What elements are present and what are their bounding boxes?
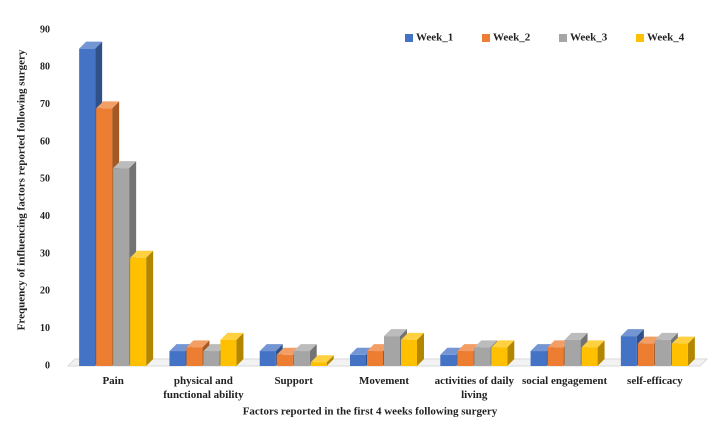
y-tick-label: 50 bbox=[40, 174, 50, 185]
y-tick-label: 70 bbox=[40, 99, 50, 110]
bar-front bbox=[310, 362, 327, 366]
bar-top bbox=[654, 332, 678, 340]
y-tick-label: 90 bbox=[40, 24, 50, 35]
bar-top bbox=[79, 41, 103, 49]
bar bbox=[130, 250, 154, 366]
bar-front bbox=[384, 336, 400, 366]
y-tick-label: 80 bbox=[40, 62, 50, 73]
bar-top bbox=[220, 332, 244, 340]
bar-top bbox=[671, 336, 695, 344]
x-tick-label: activities of daily living bbox=[434, 375, 514, 401]
y-axis-title: Frequency of influencing factors reporte… bbox=[16, 49, 28, 330]
bar-top bbox=[491, 340, 515, 348]
bar-front bbox=[276, 354, 293, 366]
bar-side bbox=[597, 340, 605, 366]
bar-front bbox=[637, 343, 654, 366]
bar-front bbox=[620, 336, 637, 366]
bar-front bbox=[457, 351, 474, 366]
bar-top bbox=[259, 344, 283, 352]
bar-side bbox=[687, 336, 695, 366]
bar-front bbox=[581, 347, 598, 366]
legend-swatch bbox=[636, 34, 644, 42]
bar-top bbox=[96, 101, 120, 109]
bar-front bbox=[547, 347, 564, 366]
bar-side bbox=[417, 332, 424, 366]
bar-front bbox=[130, 257, 147, 366]
x-tick-label: Pain bbox=[102, 375, 124, 387]
bar-top bbox=[474, 340, 498, 348]
bar-front bbox=[671, 343, 688, 366]
legend-label: Week_2 bbox=[493, 32, 531, 44]
bar-front bbox=[259, 351, 276, 366]
legend-label: Week_3 bbox=[570, 32, 608, 44]
legend-label: Week_4 bbox=[647, 32, 685, 44]
bar-front bbox=[491, 347, 508, 366]
bar-front bbox=[367, 351, 383, 366]
bar-front bbox=[350, 354, 366, 366]
bar-front bbox=[169, 351, 186, 366]
bar bbox=[293, 344, 317, 366]
bar-front bbox=[186, 347, 203, 366]
y-tick-label: 0 bbox=[45, 360, 50, 371]
bar-top bbox=[581, 340, 605, 348]
legend-swatch bbox=[405, 34, 413, 42]
bar-front bbox=[474, 347, 491, 366]
bar-front bbox=[220, 339, 237, 366]
bar-side bbox=[146, 250, 154, 366]
legend-label: Week_1 bbox=[416, 32, 453, 44]
x-tick-label: Movement bbox=[358, 375, 410, 387]
y-tick-label: 60 bbox=[40, 136, 50, 147]
bar-front bbox=[401, 339, 417, 366]
bar-top bbox=[310, 355, 334, 363]
bar bbox=[671, 336, 695, 366]
y-tick-label: 40 bbox=[40, 211, 50, 222]
bar-top bbox=[401, 332, 424, 340]
y-tick-label: 20 bbox=[40, 286, 50, 297]
x-tick-label: Support bbox=[274, 375, 313, 387]
legend-swatch bbox=[482, 34, 490, 42]
bar-front bbox=[293, 351, 310, 366]
bar-front bbox=[564, 339, 581, 366]
bar-top bbox=[384, 329, 407, 337]
bar-front bbox=[96, 108, 113, 367]
x-tick-label: social engagement bbox=[521, 375, 608, 387]
bar bbox=[310, 355, 334, 366]
x-axis-title: Factors reported in the first 4 weeks fo… bbox=[243, 406, 498, 418]
bar-front bbox=[440, 354, 457, 366]
bar-top bbox=[186, 340, 210, 348]
bar-side bbox=[507, 340, 515, 366]
legend-swatch bbox=[559, 34, 567, 42]
y-tick-label: 30 bbox=[40, 248, 50, 259]
bar bbox=[491, 340, 515, 366]
x-tick-label: physical and functional ability bbox=[163, 375, 244, 401]
bar bbox=[220, 332, 244, 366]
bar-front bbox=[113, 168, 130, 366]
bar-side bbox=[236, 332, 244, 366]
bar-top bbox=[130, 250, 154, 258]
bar-side bbox=[326, 355, 334, 366]
bar-top bbox=[564, 332, 588, 340]
bar bbox=[401, 332, 424, 366]
bar bbox=[581, 340, 605, 366]
bar-top bbox=[113, 161, 137, 169]
bar-top bbox=[620, 329, 644, 337]
bar-front bbox=[530, 351, 547, 366]
bar-front bbox=[203, 351, 220, 366]
y-tick-label: 10 bbox=[40, 323, 50, 334]
x-tick-label: self-efficacy bbox=[627, 375, 683, 387]
bar-front bbox=[654, 339, 671, 366]
bar-front bbox=[79, 48, 96, 367]
bar-top bbox=[293, 344, 317, 352]
